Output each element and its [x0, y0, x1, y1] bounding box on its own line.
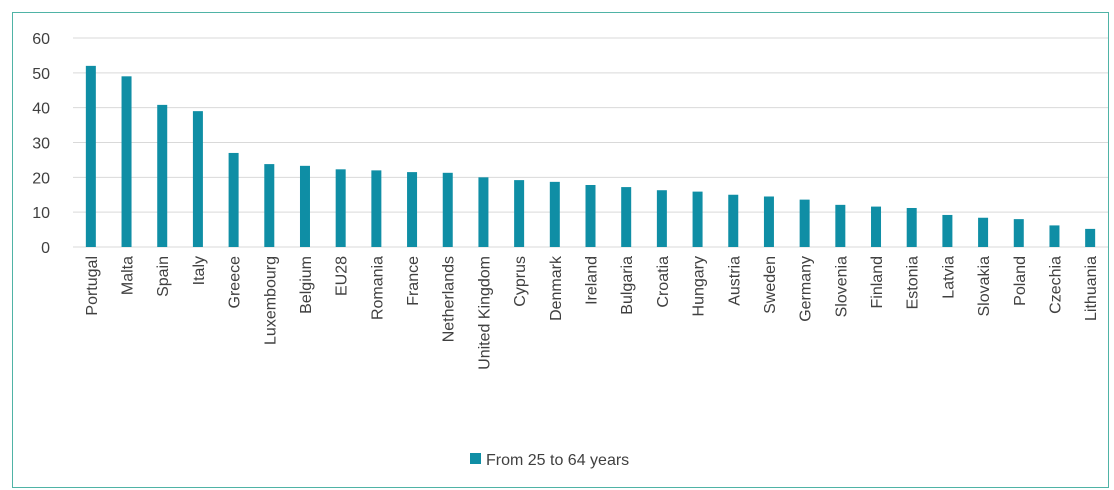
x-tick-label: Bulgaria — [619, 256, 636, 315]
y-tick-label: 50 — [32, 66, 50, 83]
bar-spain — [157, 104, 168, 247]
y-tick-label: 0 — [41, 240, 50, 257]
bar-luxembourg — [264, 164, 275, 247]
x-tick-label: Lithuania — [1083, 256, 1100, 321]
y-tick-label: 30 — [32, 136, 50, 153]
bar-united-kingdom — [478, 177, 489, 247]
bar-poland — [1013, 219, 1024, 247]
x-tick-label: EU28 — [334, 256, 351, 296]
x-tick-label: Hungary — [691, 256, 708, 316]
bar-italy — [192, 111, 203, 248]
bar-slovakia — [978, 217, 989, 247]
legend-swatch — [470, 453, 481, 464]
x-tick-label: Malta — [120, 256, 137, 295]
x-tick-label: Latvia — [940, 256, 957, 299]
x-tick-label: Denmark — [548, 255, 565, 321]
bar-denmark — [549, 181, 560, 247]
x-tick-label: Poland — [1012, 256, 1029, 306]
x-tick-label: United Kingdom — [476, 256, 493, 370]
x-tick-label: Romania — [369, 256, 386, 320]
bar-eu28 — [335, 169, 346, 247]
x-tick-label: Spain — [155, 256, 172, 297]
x-tick-label: Greece — [227, 256, 244, 309]
x-tick-label: Finland — [869, 256, 886, 308]
y-tick-label: 20 — [32, 170, 50, 187]
x-tick-label: Croatia — [655, 256, 672, 308]
x-tick-label: France — [405, 256, 422, 306]
bar-belgium — [299, 165, 310, 247]
bar-slovenia — [835, 204, 846, 247]
bar-romania — [371, 170, 382, 247]
x-tick-label: Czechia — [1047, 256, 1064, 314]
x-tick-label: Estonia — [905, 256, 922, 309]
bar-sweden — [763, 196, 774, 247]
x-tick-label: Slovenia — [833, 256, 850, 317]
bar-cyprus — [514, 180, 525, 247]
chart-frame — [12, 12, 1109, 488]
x-tick-label: Netherlands — [441, 256, 458, 342]
x-tick-label: Portugal — [84, 256, 101, 316]
x-tick-label: Slovakia — [976, 256, 993, 317]
bar-france — [407, 172, 418, 247]
bar-greece — [228, 152, 239, 247]
bar-netherlands — [442, 172, 453, 247]
legend-label: From 25 to 64 years — [486, 452, 629, 469]
bar-portugal — [85, 65, 96, 247]
bar-finland — [871, 206, 882, 247]
bar-lithuania — [1085, 228, 1096, 247]
bar-germany — [799, 199, 810, 247]
x-tick-label: Italy — [191, 256, 208, 285]
y-tick-label: 40 — [32, 101, 50, 118]
bar-austria — [728, 194, 739, 247]
bar-czechia — [1049, 225, 1060, 247]
bar-estonia — [906, 207, 917, 247]
x-tick-label: Ireland — [584, 256, 601, 305]
x-tick-label: Luxembourg — [262, 256, 279, 345]
y-tick-label: 10 — [32, 205, 50, 222]
x-tick-label: Germany — [798, 256, 815, 322]
x-tick-label: Cyprus — [512, 256, 529, 307]
bar-ireland — [585, 184, 596, 247]
bar-croatia — [656, 190, 667, 247]
x-tick-label: Belgium — [298, 256, 315, 314]
x-tick-label: Austria — [726, 256, 743, 306]
bar-bulgaria — [621, 187, 632, 247]
y-tick-label: 60 — [32, 31, 50, 48]
bar-malta — [121, 76, 132, 247]
bar-hungary — [692, 191, 703, 247]
x-tick-label: Sweden — [762, 256, 779, 314]
bar-latvia — [942, 214, 953, 247]
